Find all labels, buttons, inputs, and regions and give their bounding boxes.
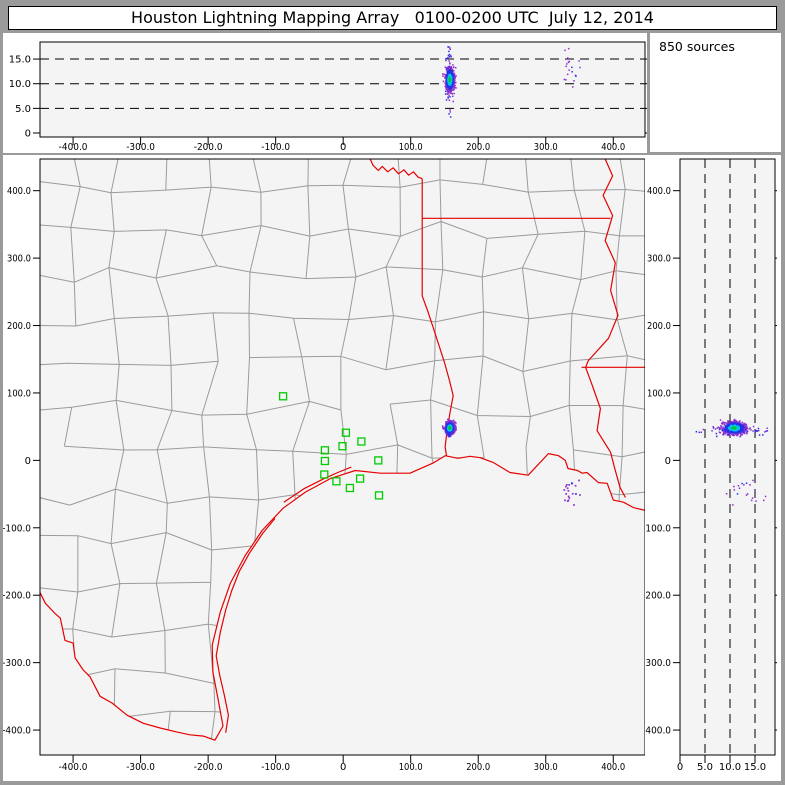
svg-text:-100.0: -100.0 xyxy=(645,523,671,534)
svg-text:-300.0: -300.0 xyxy=(126,762,155,773)
plan-view-map-panel: 400.0 300.0 200.0 100.0 0 -100.0 -200.0 -300.0 -… xyxy=(2,155,647,781)
svg-text:0: 0 xyxy=(25,456,31,467)
svg-text:100.0: 100.0 xyxy=(399,142,423,153)
svg-text:-200.0: -200.0 xyxy=(3,591,31,602)
altitude-north-south-panel: 400.0 300.0 200.0 100.0 0 -100.0 -200.0 -300.0 -… xyxy=(642,155,781,781)
svg-text:-200.0: -200.0 xyxy=(194,762,223,773)
svg-text:300.0: 300.0 xyxy=(534,142,558,153)
svg-text:0: 0 xyxy=(340,762,346,773)
svg-text:-400.0: -400.0 xyxy=(645,726,671,737)
source-count-label: 850 sources xyxy=(659,39,735,54)
svg-text:15.0: 15.0 xyxy=(9,55,31,66)
svg-text:0: 0 xyxy=(25,129,31,140)
svg-text:-100.0: -100.0 xyxy=(3,523,31,534)
svg-text:-300.0: -300.0 xyxy=(126,142,155,153)
svg-text:400.0: 400.0 xyxy=(647,186,671,197)
svg-text:300.0: 300.0 xyxy=(647,254,671,265)
svg-text:5.0: 5.0 xyxy=(15,104,31,115)
svg-text:10.0: 10.0 xyxy=(9,79,31,90)
plan-view-scatter xyxy=(441,418,581,506)
svg-text:15.0: 15.0 xyxy=(744,762,766,773)
svg-text:300.0: 300.0 xyxy=(534,762,558,773)
svg-text:-400.0: -400.0 xyxy=(3,726,31,737)
svg-text:-400.0: -400.0 xyxy=(59,762,88,773)
svg-text:10.0: 10.0 xyxy=(719,762,741,773)
svg-text:5.0: 5.0 xyxy=(697,762,713,773)
svg-text:300.0: 300.0 xyxy=(7,254,31,265)
ns-altitude-scatter xyxy=(695,418,769,506)
svg-text:-200.0: -200.0 xyxy=(194,142,223,153)
lma-stations xyxy=(278,392,384,500)
svg-text:400.0: 400.0 xyxy=(601,762,625,773)
svg-text:200.0: 200.0 xyxy=(7,321,31,332)
svg-text:0: 0 xyxy=(340,142,346,153)
title-bar: Houston Lightning Mapping Array 0100-020… xyxy=(8,6,777,30)
ew-altitude-plot: 0 5.0 10.0 15.0 -400.0 -300.0 -200.0 -100.0 0 100… xyxy=(3,33,647,153)
svg-text:100.0: 100.0 xyxy=(647,388,671,399)
svg-text:100.0: 100.0 xyxy=(7,388,31,399)
svg-text:400.0: 400.0 xyxy=(7,186,31,197)
svg-text:400.0: 400.0 xyxy=(601,142,625,153)
svg-text:-400.0: -400.0 xyxy=(59,142,88,153)
svg-text:-300.0: -300.0 xyxy=(645,658,671,669)
ns-altitude-plot: 400.0 300.0 200.0 100.0 0 -100.0 -200.0 -300.0 -… xyxy=(642,155,781,781)
plan-view-map: 400.0 300.0 200.0 100.0 0 -100.0 -200.0 -300.0 -… xyxy=(2,155,647,781)
state-borders xyxy=(40,159,645,741)
svg-text:-300.0: -300.0 xyxy=(3,658,31,669)
svg-text:100.0: 100.0 xyxy=(399,762,423,773)
svg-text:-100.0: -100.0 xyxy=(261,762,290,773)
svg-text:0: 0 xyxy=(665,456,671,467)
ew-altitude-scatter xyxy=(442,46,581,118)
svg-text:-200.0: -200.0 xyxy=(645,591,671,602)
svg-text:-100.0: -100.0 xyxy=(261,142,290,153)
svg-text:200.0: 200.0 xyxy=(466,142,490,153)
svg-text:0: 0 xyxy=(677,762,683,773)
svg-text:200.0: 200.0 xyxy=(647,321,671,332)
altitude-east-west-panel: 0 5.0 10.0 15.0 -400.0 -300.0 -200.0 -100.0 0 100… xyxy=(3,33,647,153)
source-count-panel: 850 sources xyxy=(650,33,781,152)
svg-text:200.0: 200.0 xyxy=(466,762,490,773)
